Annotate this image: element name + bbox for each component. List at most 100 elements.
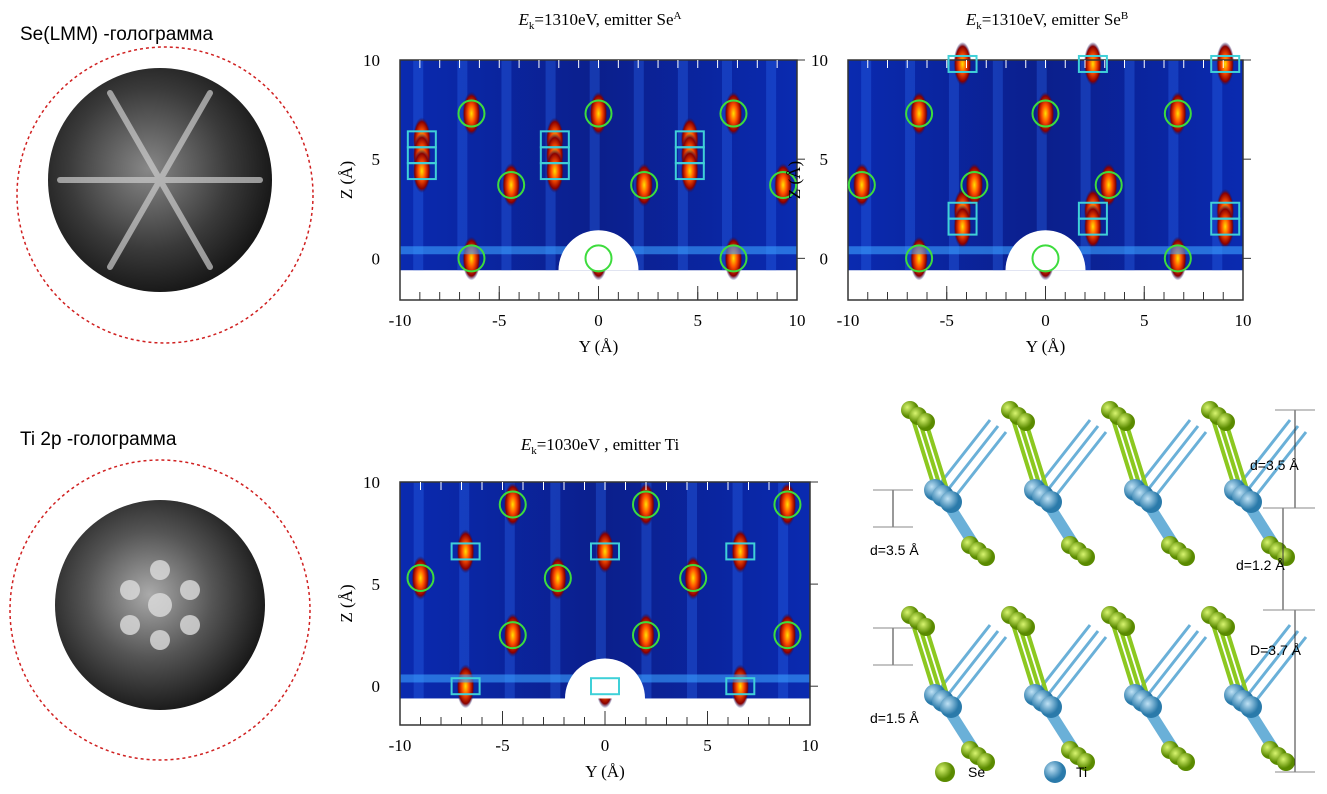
x-tick-label: 5 xyxy=(703,736,712,755)
heatmap-blob xyxy=(681,149,699,193)
x-axis-label: Y (Å) xyxy=(1026,337,1066,356)
heatmap-blob xyxy=(724,92,742,136)
heatmap-blob xyxy=(731,664,749,708)
heatmap-stripe xyxy=(1125,60,1135,270)
heatmap-blob xyxy=(954,205,972,249)
x-axis-label: Y (Å) xyxy=(585,762,625,781)
heatmap-blob xyxy=(1169,92,1187,136)
se-atom xyxy=(1217,618,1235,636)
heatmap-blob xyxy=(910,92,928,136)
heatmap-blob xyxy=(731,529,749,573)
se-atom xyxy=(1277,753,1295,771)
bond xyxy=(1151,432,1206,502)
se-atom xyxy=(917,618,935,636)
x-axis-label: Y (Å) xyxy=(579,337,619,356)
hologram-1 xyxy=(17,47,313,343)
heatmap-stripe xyxy=(993,60,1003,270)
x-tick-label: -10 xyxy=(389,736,412,755)
heatmap-stripe xyxy=(457,60,467,270)
y-axis-label: Z (Å) xyxy=(337,584,356,622)
se-atom xyxy=(1117,413,1135,431)
title-part: B xyxy=(1121,10,1128,22)
ti-atom xyxy=(940,696,962,718)
heatmap-blob xyxy=(778,613,796,657)
x-tick-label: -10 xyxy=(837,311,860,330)
x-tick-label: -10 xyxy=(389,311,412,330)
x-tick-label: -5 xyxy=(492,311,506,330)
bond xyxy=(1151,637,1206,707)
title-part: =1310eV, emitter Se xyxy=(534,10,673,29)
y-tick-label: 5 xyxy=(372,150,381,169)
se-atom xyxy=(1117,618,1135,636)
dimension-label: d=1.5 Å xyxy=(870,710,919,726)
y-axis-label: Z (Å) xyxy=(337,161,356,199)
bond xyxy=(1051,637,1106,707)
dimension-label: d=3.5 Å xyxy=(870,542,919,558)
se-atom xyxy=(1217,413,1235,431)
dimension-label: d=1.2 Å xyxy=(1236,557,1285,573)
panel: -10-505100510Y (Å)Z (Å)Ek=1030eV , emitt… xyxy=(337,435,819,781)
heatmap-blob xyxy=(412,556,430,600)
heatmap-blob xyxy=(1100,163,1118,207)
bond xyxy=(1143,426,1198,496)
x-tick-label: 0 xyxy=(594,311,603,330)
dimension-label: d=3.5 Å xyxy=(1250,457,1299,473)
title-part: E xyxy=(520,435,532,454)
se-atom xyxy=(1017,413,1035,431)
crystal-structure: d=3.5 Åd=1.2 ÅD=3.7 Åd=3.5 Åd=1.5 ÅSeTi xyxy=(870,401,1315,783)
heatmap-blob xyxy=(1169,236,1187,280)
x-tick-label: -5 xyxy=(940,311,954,330)
panel: -10-505100510Y (Å)Z (Å)Ek=1310eV, emitte… xyxy=(785,10,1252,356)
chart-title: Ek=1310eV, emitter SeB xyxy=(965,10,1128,32)
y-axis-label: Z (Å) xyxy=(785,161,804,199)
x-tick-label: -5 xyxy=(495,736,509,755)
legend-ti xyxy=(1044,761,1066,783)
heatmap-blob xyxy=(504,613,522,657)
legend-label: Se xyxy=(968,764,985,780)
heatmap-stripe xyxy=(766,60,776,270)
bond xyxy=(943,426,998,496)
figure: Se(LMM) -голограмма Ti 2p -голограмма -1… xyxy=(0,0,1327,794)
bond xyxy=(1043,426,1098,496)
heatmap-blob xyxy=(413,149,431,193)
ti-atom xyxy=(1040,491,1062,513)
bond xyxy=(951,637,1006,707)
heatmap-blob xyxy=(637,613,655,657)
y-tick-label: 5 xyxy=(820,150,829,169)
heatmap-blob xyxy=(778,482,796,526)
ti-atom xyxy=(1240,491,1262,513)
heatmap-blob xyxy=(457,529,475,573)
heatmap-blob xyxy=(502,163,520,207)
bond xyxy=(943,631,998,701)
x-tick-label: 10 xyxy=(802,736,819,755)
y-tick-label: 10 xyxy=(363,473,380,492)
heatmap-blob xyxy=(853,163,871,207)
hologram-2 xyxy=(10,460,310,760)
heatmap-blob xyxy=(549,556,567,600)
se-atom xyxy=(1077,548,1095,566)
hologram-label: Ti 2p -голограмма xyxy=(20,429,177,450)
x-tick-label: 10 xyxy=(1235,311,1252,330)
heatmap-blob xyxy=(910,236,928,280)
x-tick-label: 10 xyxy=(789,311,806,330)
heatmap-stripe xyxy=(905,60,915,270)
y-tick-label: 5 xyxy=(372,575,381,594)
ti-atom xyxy=(1140,696,1162,718)
heatmap-blob xyxy=(1216,42,1234,86)
chart-title: Ek=1310eV, emitter SeA xyxy=(518,10,682,32)
heatmap-blob xyxy=(635,163,653,207)
title-part: =1030eV , emitter Ti xyxy=(537,435,680,454)
y-tick-label: 0 xyxy=(372,677,381,696)
ti-atom xyxy=(1240,696,1262,718)
y-tick-label: 0 xyxy=(372,249,381,268)
heatmap-blob xyxy=(954,42,972,86)
legend-se xyxy=(935,762,955,782)
se-atom xyxy=(1017,618,1035,636)
x-tick-label: 0 xyxy=(1041,311,1050,330)
y-tick-label: 10 xyxy=(811,51,828,70)
ti-atom xyxy=(940,491,962,513)
heatmap-blob xyxy=(596,529,614,573)
heatmap-blob xyxy=(724,236,742,280)
panel: -10-505100510Y (Å)Z (Å)Ek=1310eV, emitte… xyxy=(337,10,806,356)
ti-atom xyxy=(1040,696,1062,718)
